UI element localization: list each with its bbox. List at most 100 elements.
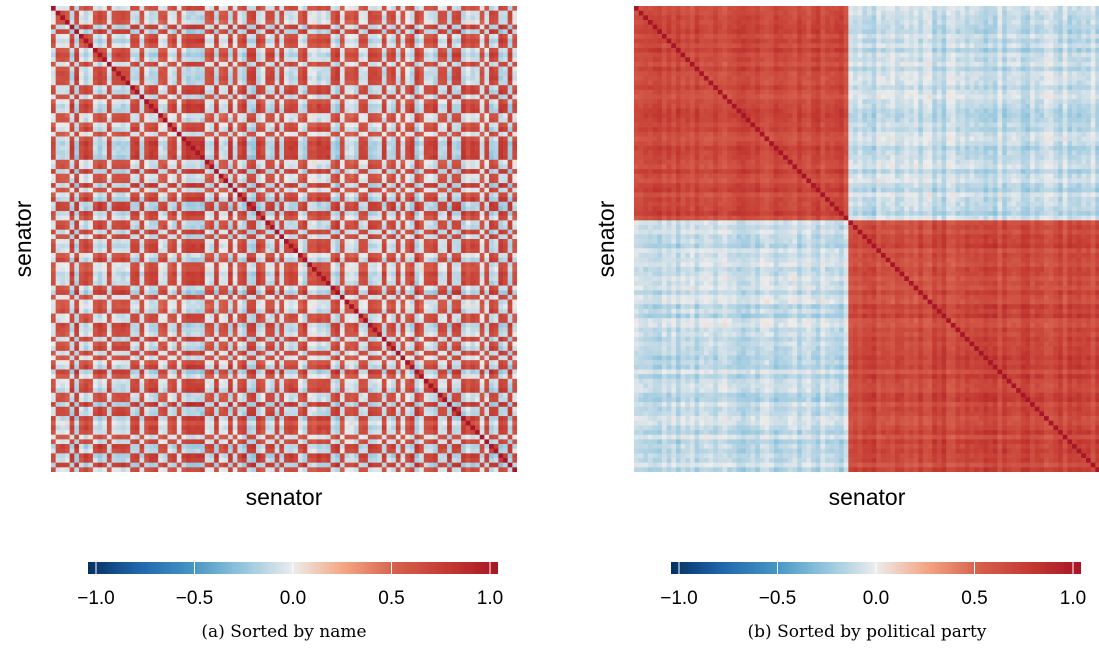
heatmap-cell [423,197,429,203]
heatmap-cell [428,173,434,179]
heatmap-cell [433,85,439,91]
heatmap-cell [228,220,234,226]
heatmap-cell [265,211,271,217]
heatmap-cell [489,229,495,235]
heatmap-cell [134,127,140,133]
heatmap-cell [130,117,136,123]
heatmap-cell [237,85,243,91]
heatmap-cell [88,215,94,221]
heatmap-cell [111,99,117,105]
heatmap-cell [64,234,70,240]
heatmap-cell [409,141,415,147]
heatmap-cell [344,94,350,100]
heatmap-cell [237,159,243,165]
heatmap-cell [307,215,313,221]
heatmap-cell [442,71,448,77]
heatmap-cell [489,38,495,44]
heatmap-cell [190,75,196,81]
heatmap-cell [78,187,84,193]
heatmap-cell [507,66,513,72]
heatmap-cell [265,85,271,91]
heatmap-cell [358,178,364,184]
heatmap-cell [293,159,299,165]
heatmap-cell [181,10,187,16]
heatmap-cell [428,19,434,25]
heatmap-cell [130,229,136,235]
heatmap-cell [279,117,285,123]
heatmap-cell [214,6,220,12]
heatmap-cell [218,15,224,21]
heatmap-cell [176,169,182,175]
heatmap-cell [297,47,303,53]
heatmap-cell [479,66,485,72]
heatmap-cell [372,169,378,175]
heatmap-cell [297,211,303,217]
heatmap-cell [64,197,70,203]
heatmap-cell [475,215,481,221]
heatmap-cell [78,169,84,175]
heatmap-cell [260,145,266,151]
heatmap-cell [363,94,369,100]
heatmap-cell [311,61,317,67]
heatmap-cell [372,66,378,72]
heatmap-cell [456,89,462,95]
heatmap-cell [242,136,248,142]
heatmap-cell [232,159,238,165]
heatmap-cell [102,66,108,72]
heatmap-cell [400,99,406,105]
heatmap-cell [92,80,98,86]
heatmap-cell [475,145,481,151]
heatmap-cell [288,127,294,133]
heatmap-cell [153,169,159,175]
heatmap-cell [489,192,495,198]
heatmap-cell [503,57,509,63]
heatmap-cell [270,220,276,226]
heatmap-cell [386,10,392,16]
heatmap-cell [470,173,476,179]
heatmap-cell [125,47,131,53]
heatmap-cell [162,108,168,114]
heatmap-cell [195,66,201,72]
heatmap-cell [200,197,206,203]
heatmap-cell [265,187,271,193]
heatmap-cell [363,66,369,72]
heatmap-cell [153,164,159,170]
heatmap-cell [475,71,481,77]
heatmap-cell [260,155,266,161]
heatmap-cell [195,206,201,212]
heatmap-cell [503,29,509,35]
heatmap-cell [162,122,168,128]
heatmap-cell [475,47,481,53]
heatmap-cell [484,19,490,25]
heatmap-cell [228,150,234,156]
heatmap-cell [274,145,280,151]
heatmap-cell [461,127,467,133]
heatmap-cell [325,85,331,91]
heatmap-cell [97,131,103,137]
heatmap-cell [64,159,70,165]
heatmap-cell [475,113,481,119]
heatmap-cell [330,201,336,207]
heatmap-cell [78,122,84,128]
heatmap-cell [367,24,373,30]
heatmap-cell [465,192,471,198]
heatmap-cell [391,145,397,151]
heatmap-cell [437,117,443,123]
heatmap-cell [111,117,117,123]
heatmap-cell [83,47,89,53]
heatmap-cell [358,85,364,91]
heatmap-cell [167,24,173,30]
heatmap-cell [139,150,145,156]
heatmap-cell [228,155,234,161]
heatmap-cell [330,108,336,114]
heatmap-cell [134,66,140,72]
heatmap-cell [106,183,112,189]
heatmap-cell [102,33,108,39]
heatmap-cell [120,89,126,95]
heatmap-cell [190,225,196,231]
heatmap-cell [130,61,136,67]
heatmap-cell [51,38,57,44]
heatmap-cell [321,103,327,109]
heatmap-cell [293,6,299,12]
heatmap-cell [260,57,266,63]
